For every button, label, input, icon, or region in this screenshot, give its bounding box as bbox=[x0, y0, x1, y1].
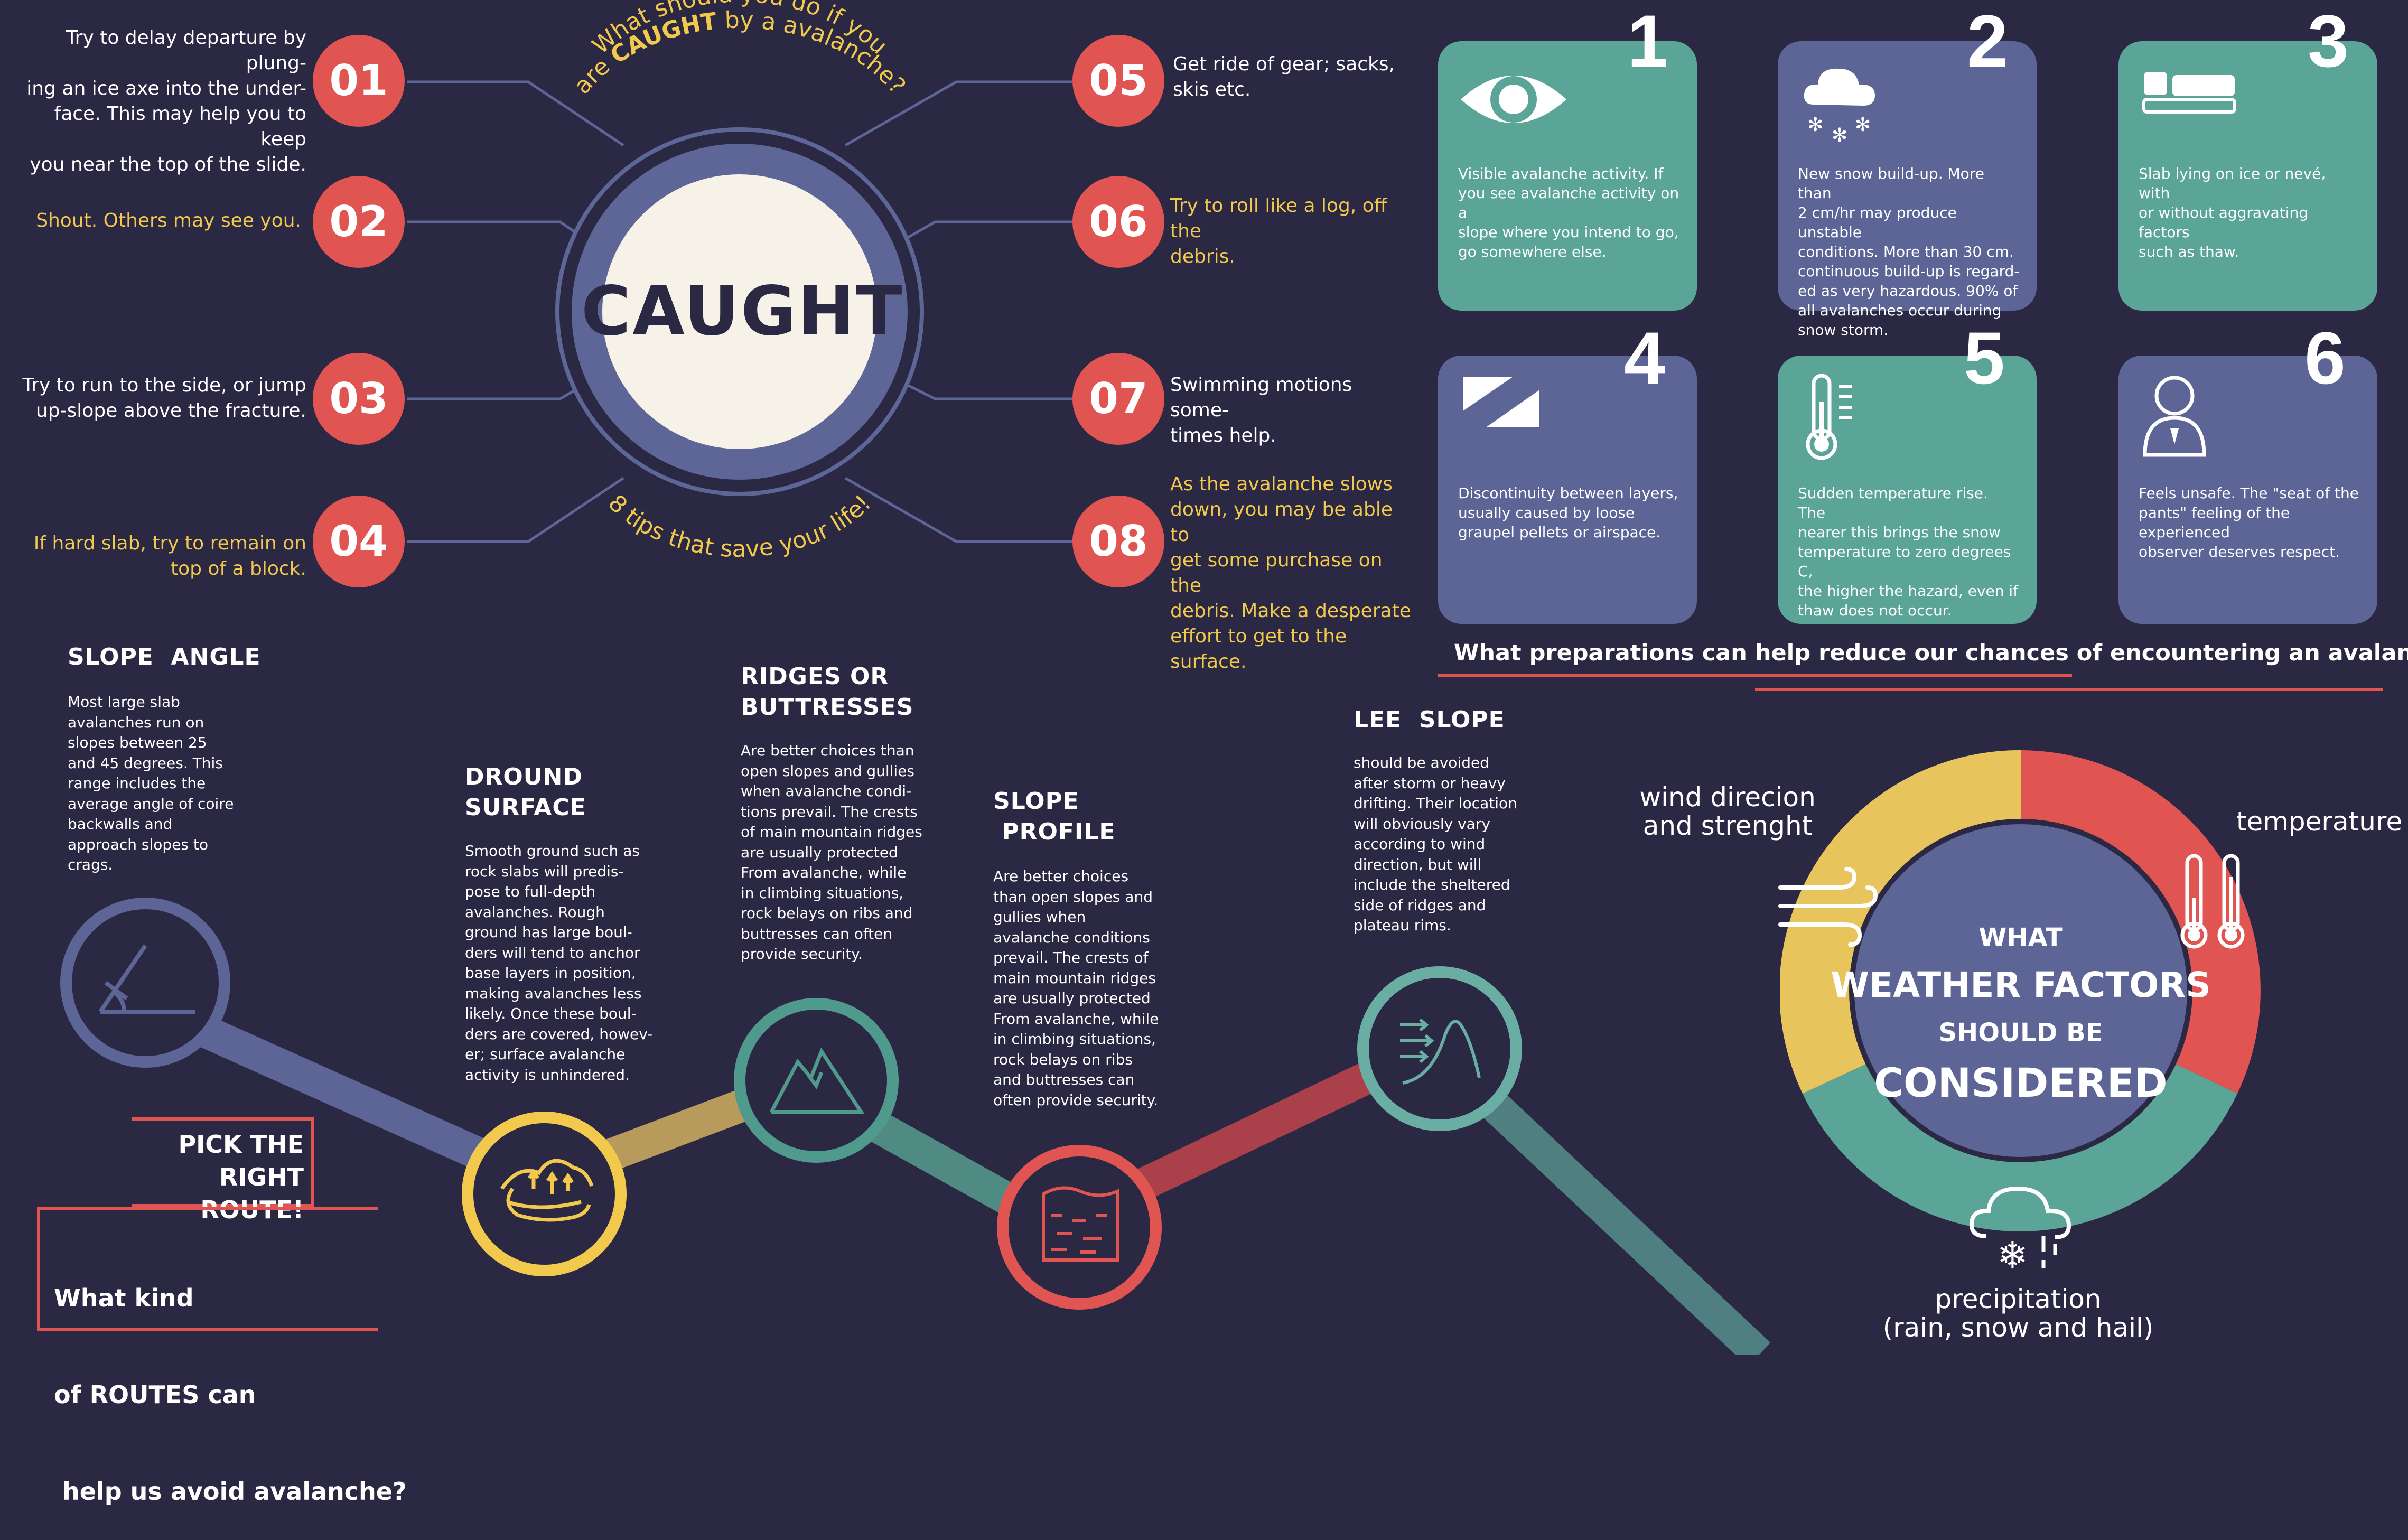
snow-cloud-icon: ✻ ✻ ✻ bbox=[1804, 68, 1875, 146]
prep-card-text: New snow build-up. More than 2 cm/hr may… bbox=[1798, 165, 2020, 339]
tip-number-08: 08 bbox=[1072, 496, 1164, 587]
routes-question-box bbox=[37, 1207, 378, 1331]
caught-connector-lines bbox=[407, 80, 1072, 543]
prep-card-number: 4 bbox=[1624, 316, 1665, 399]
prep-question: What preparations can help reduce our ch… bbox=[1454, 640, 2408, 666]
prep-card-4: 4 Discontinuity between layers, usually … bbox=[1438, 321, 1697, 624]
route-text-ridges: Are better choices than open slopes and … bbox=[741, 742, 922, 963]
prep-card-6: 6 Feels unsafe. The "seat of the pants" … bbox=[2118, 321, 2377, 624]
weather-center-text: WHAT WEATHER FACTORS SHOULD BE CONSIDERE… bbox=[1831, 923, 2211, 1106]
tip-text-04: If hard slab, try to remain on top of a … bbox=[33, 533, 306, 580]
weather-donut bbox=[1780, 750, 2261, 1231]
tip-text-05: Get ride of gear; sacks, skis etc. bbox=[1173, 53, 1395, 100]
route-text-lee-slope: should be avoided after storm or heavy d… bbox=[1354, 754, 1517, 934]
weather-label-temperature: temperature bbox=[2236, 806, 2403, 837]
prep-card-number: 5 bbox=[1964, 316, 2005, 399]
caught-center-title: CAUGHT bbox=[581, 272, 904, 351]
tip-text-08: As the avalanche slows down, you may be … bbox=[1170, 473, 1411, 673]
route-text-ground-surface: Smooth ground such as rock slabs will pr… bbox=[465, 842, 653, 1084]
route-text-slope-angle: Most large slab avalanches run on slopes… bbox=[68, 693, 234, 873]
tip-number-01: 01 bbox=[313, 35, 405, 127]
prep-card-text: Sudden temperature rise. The nearer this… bbox=[1798, 484, 2019, 619]
tip-text-02: Shout. Others may see you. bbox=[36, 210, 301, 231]
prep-card-text: Slab lying on ice or nevé, with or witho… bbox=[2139, 165, 2326, 260]
mountain-icon bbox=[734, 998, 899, 1163]
prep-card-number: 6 bbox=[2304, 316, 2346, 399]
caught-arc-texts: What should you do if you are CAUGHT by … bbox=[568, 0, 911, 563]
prep-card-text: Feels unsafe. The "seat of the pants" fe… bbox=[2139, 484, 2359, 561]
svg-text:✻: ✻ bbox=[1855, 114, 1871, 136]
svg-text:✻: ✻ bbox=[1832, 125, 1847, 146]
prep-card-text: Visible avalanche activity. If you see a… bbox=[1458, 165, 1679, 260]
person-icon bbox=[2143, 376, 2206, 457]
route-title-ridges: RIDGES OR BUTTRESSES bbox=[741, 663, 914, 721]
tip-number-03: 03 bbox=[313, 353, 405, 445]
precipitation-icon: ❄ bbox=[1969, 1186, 2071, 1277]
layers-icon bbox=[1463, 377, 1539, 427]
tip-number-07: 07 bbox=[1072, 353, 1164, 445]
prep-card-text: Discontinuity between layers, usually ca… bbox=[1458, 484, 1678, 541]
tip-number-05: 05 bbox=[1072, 35, 1164, 127]
svg-text:✻: ✻ bbox=[1807, 114, 1823, 136]
tip-text-01: Try to delay departure by plung- ing an … bbox=[26, 27, 306, 175]
prep-underline-2 bbox=[1755, 688, 2383, 691]
prep-card-3: 3 Slab lying on ice or nevé, with or wit… bbox=[2118, 4, 2377, 311]
weather-label-wind: wind direcion and strenght bbox=[1639, 782, 1816, 841]
slab-icon bbox=[2142, 72, 2236, 114]
route-title-lee-slope: LEE SLOPE bbox=[1354, 706, 1505, 733]
wind-icon bbox=[1778, 867, 1878, 947]
caught-circle bbox=[555, 127, 924, 496]
prep-card-number: 3 bbox=[2308, 0, 2349, 82]
route-title-slope-profile: SLOPE PROFILE bbox=[993, 788, 1116, 845]
pick-route-box bbox=[132, 1117, 314, 1207]
thermometer-icon bbox=[1806, 374, 1852, 460]
prep-card-number: 1 bbox=[1627, 0, 1668, 82]
svg-text:❄: ❄ bbox=[1997, 1234, 2028, 1277]
route-text-slope-profile: Are better choices than open slopes and … bbox=[993, 867, 1159, 1109]
tip-text-07: Swimming motions some- times help. bbox=[1170, 374, 1352, 446]
weather-label-precipitation: precipitation (rain, snow and hail) bbox=[1882, 1284, 2154, 1343]
tip-number-06: 06 bbox=[1072, 176, 1164, 268]
prep-card-1: 1 Visible avalanche activity. If you see… bbox=[1438, 4, 1697, 311]
caught-arc-bottom: 8 tips that save your life! bbox=[603, 490, 876, 563]
prep-card-number: 2 bbox=[1967, 0, 2008, 82]
slope-angle-icon bbox=[60, 898, 230, 1068]
tip-number-02: 02 bbox=[313, 176, 405, 268]
prep-underline-1 bbox=[1438, 674, 2072, 677]
thermometer-pair-icon bbox=[2180, 854, 2245, 949]
tip-text-06: Try to roll like a log, off the debris. bbox=[1170, 195, 1387, 267]
routes-question: What kind of ROUTES can help us avoid av… bbox=[54, 1284, 407, 1506]
prep-card-5: 5 Sudden temperature rise. The nearer th… bbox=[1778, 321, 2037, 624]
svg-text:8 tips that save your life!: 8 tips that save your life! bbox=[603, 490, 876, 563]
slope-profile-icon bbox=[997, 1145, 1162, 1310]
tip-number-04: 04 bbox=[313, 496, 405, 587]
route-title-slope-angle: SLOPE ANGLE bbox=[68, 643, 261, 670]
tip-text-03: Try to run to the side, or jump up-slope… bbox=[22, 375, 306, 422]
route-title-ground-surface: DROUND SURFACE bbox=[465, 763, 586, 821]
eye-icon bbox=[1461, 76, 1566, 123]
lee-slope-icon bbox=[1357, 966, 1522, 1131]
prep-card-2: 2 ✻ ✻ ✻ New snow build-up. More than 2 c… bbox=[1778, 4, 2037, 339]
ground-surface-icon bbox=[462, 1112, 627, 1276]
